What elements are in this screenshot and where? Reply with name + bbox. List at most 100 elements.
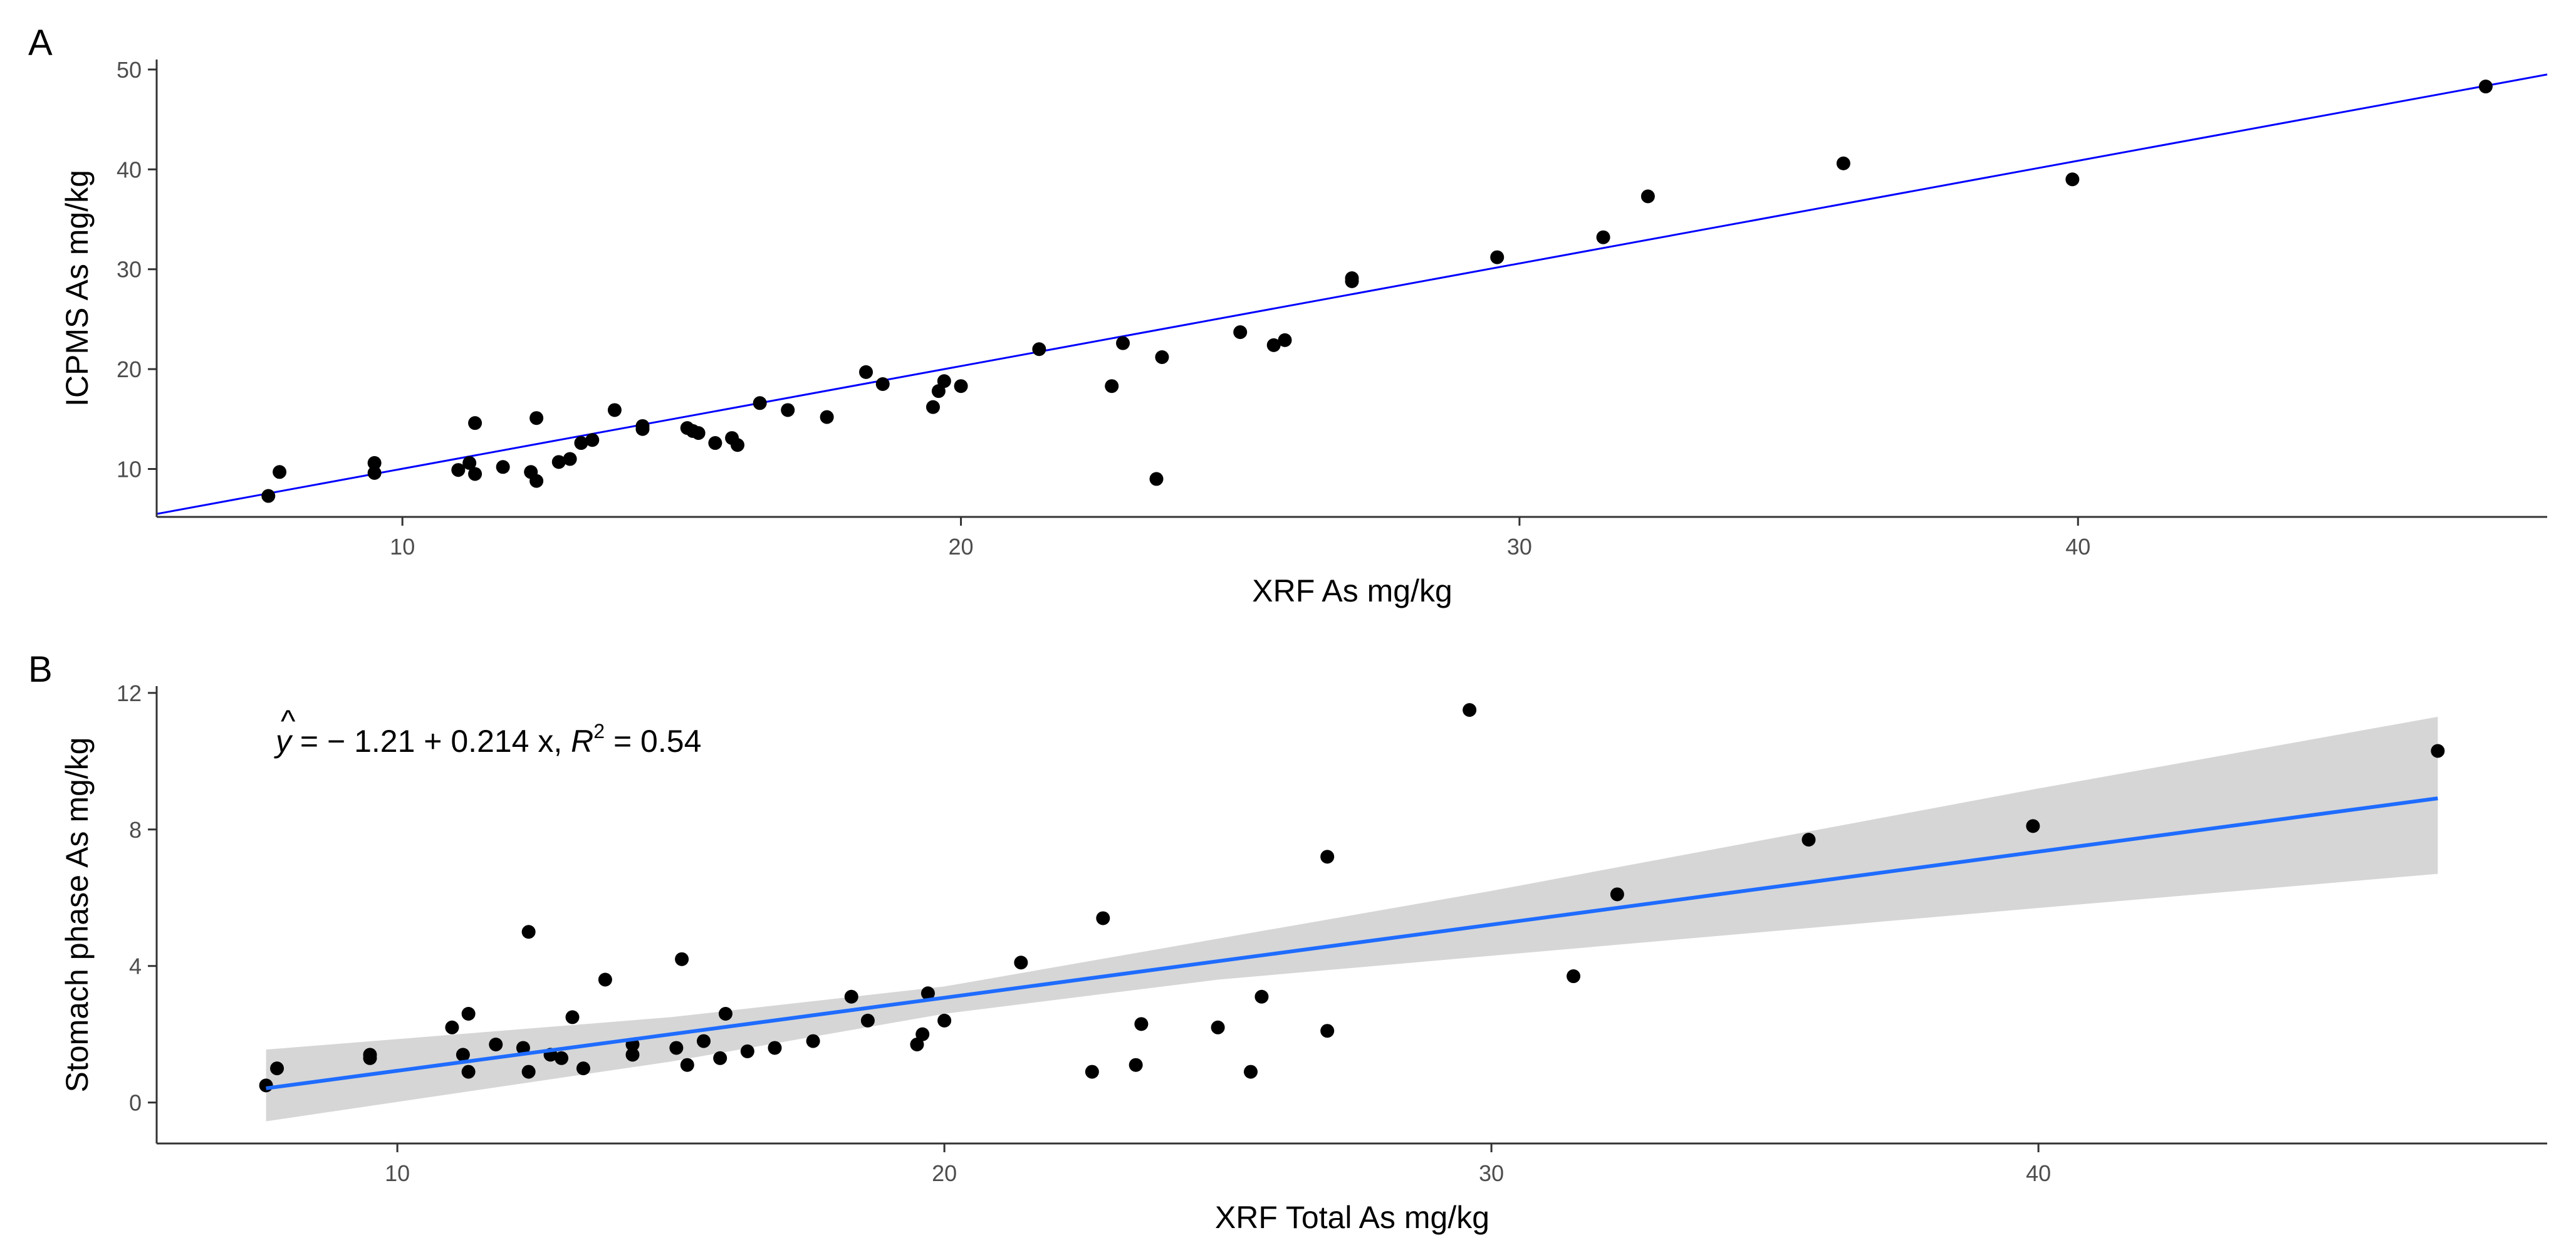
panel-a-point-21 [691,426,706,440]
panel-b-confidence-band [266,717,2438,1122]
panel-b-point-24 [718,1006,733,1021]
panel-a-point-3 [367,466,382,480]
panel-a-tag: A [28,23,53,63]
panel-a-point-47 [1836,156,1850,170]
panel-b-point-26 [768,1041,782,1055]
panel-b-point-14 [565,1010,580,1024]
panel-b-point-8 [489,1038,503,1052]
panel-a-y-tick-label: 30 [117,257,142,283]
panel-a-point-45 [1596,230,1610,244]
panel-a-point-24 [731,438,745,452]
panel-a-point-32 [937,374,951,388]
panel-b-point-33 [937,1013,952,1028]
panel-b-point-10 [521,1065,536,1079]
panel-b-point-38 [1134,1017,1149,1031]
panel-b-eq-r2-value: = 0.54 [605,724,701,759]
panel-a-point-44 [1490,250,1504,264]
panel-b-point-39 [1211,1020,1225,1034]
panel-a-point-15 [585,433,600,447]
panel-b-point-3 [363,1048,377,1062]
panel-a-point-41 [1278,333,1292,347]
panel-b-point-25 [740,1044,754,1058]
panel-a-point-34 [1032,342,1046,357]
panel-b-point-28 [844,989,858,1004]
panel-a-point-0 [261,489,276,503]
panel-a-x-tick-label: 30 [1507,534,1532,560]
panel-b-point-34 [1014,956,1028,970]
panel-b-fit-line [266,796,2438,1090]
panel-b-point-20 [675,952,689,966]
panel-b-eq-body: = − 1.21 + 0.214 x, [291,724,571,759]
panel-b-point-0 [259,1078,273,1093]
panel-a-point-33 [954,379,968,393]
panel-a-point-46 [1640,189,1655,204]
panel-a-point-39 [1233,325,1248,340]
panel-b: B 10 20 30 40 0 4 8 12 XRF Total As mg/kg Stom… [28,649,2547,1235]
panel-b-point-36 [1096,911,1110,925]
panel-a-point-13 [563,452,577,466]
panel-a-point-28 [859,365,873,379]
panel-b-point-32 [920,986,935,1001]
panel-a-point-2 [367,456,382,470]
panel-a-point-16 [607,403,622,417]
panel-b-y-tick-label: 12 [117,680,142,706]
panel-a-point-7 [468,467,482,481]
panel-a-point-26 [781,403,795,417]
panel-b-point-47 [1802,833,1816,847]
panel-b-point-43 [1320,1024,1335,1038]
panel-b-point-45 [1567,969,1581,984]
panel-b-y-axis-title: Stomach phase As mg/kg [60,737,95,1093]
panel-a-y-tick-label: 40 [117,157,142,182]
panel-b-x-axis-title: XRF Total As mg/kg [1215,1200,1489,1235]
panel-a-point-48 [2065,172,2080,187]
panel-b-point-23 [713,1051,727,1065]
panel-a-x-tick-label: 40 [2065,534,2090,560]
panel-b-point-49 [2431,744,2445,758]
panel-a-fit-line [156,73,2548,515]
panel-b-point-44 [1463,703,1477,717]
panel-a-point-27 [820,410,834,424]
panel-b-point-4 [445,1020,459,1034]
panel-b-eq-r2-label: R [571,724,593,759]
panel-b-point-31 [915,1027,930,1041]
panel-a-point-30 [926,400,940,414]
panel-a-x-tick-label: 10 [390,534,415,560]
panel-a-point-35 [1105,379,1119,393]
panel-b-eq-hat: ^ [281,704,296,739]
panel-b-x-tick-label: 10 [385,1160,410,1186]
panel-b-eq-r2-exponent: 2 [593,720,605,742]
panel-a-point-29 [875,377,890,392]
panel-a-point-38 [1155,350,1169,364]
panel-b-point-40 [1243,1065,1258,1079]
panel-b-point-6 [461,1006,476,1021]
panel-a-point-14 [574,436,588,451]
panel-b-point-46 [1610,887,1624,902]
panel-b-point-29 [860,1013,875,1028]
panel-a-y-tick-label: 20 [117,357,142,382]
panel-a-point-8 [496,460,510,474]
panel-a-x-tick-label: 20 [949,534,974,560]
panel-b-y-tick-label: 0 [129,1090,142,1116]
panel-a-point-18 [635,422,650,436]
panel-a-point-10 [529,474,544,488]
panel-a-y-axis-title: ICPMS As mg/kg [60,170,95,407]
panel-b-point-16 [598,972,612,987]
panel-b-x-tick-label: 40 [2026,1160,2051,1186]
panel-b-point-5 [456,1048,470,1062]
panel-b-point-48 [2026,819,2040,833]
panel-a-point-36 [1116,336,1130,350]
panel-b-point-19 [669,1041,684,1055]
panel-b-eq-yhat: y [274,724,293,759]
panel-a-point-25 [753,396,767,410]
panel-a-point-37 [1149,472,1164,486]
panel-b-point-21 [680,1058,694,1072]
panel-b-point-9 [516,1041,530,1055]
panel-b-x-tick-label: 30 [1479,1160,1504,1186]
panel-a: A 10 20 30 40 10 20 30 40 50 XRF As mg/kg ICPMS… [28,23,2548,608]
panel-a-point-22 [708,436,722,451]
panel-b-tag: B [28,649,53,690]
panel-b-point-41 [1254,989,1269,1004]
panel-a-point-1 [273,465,287,479]
panel-a-point-11 [529,411,544,425]
panel-b-point-7 [461,1065,476,1079]
